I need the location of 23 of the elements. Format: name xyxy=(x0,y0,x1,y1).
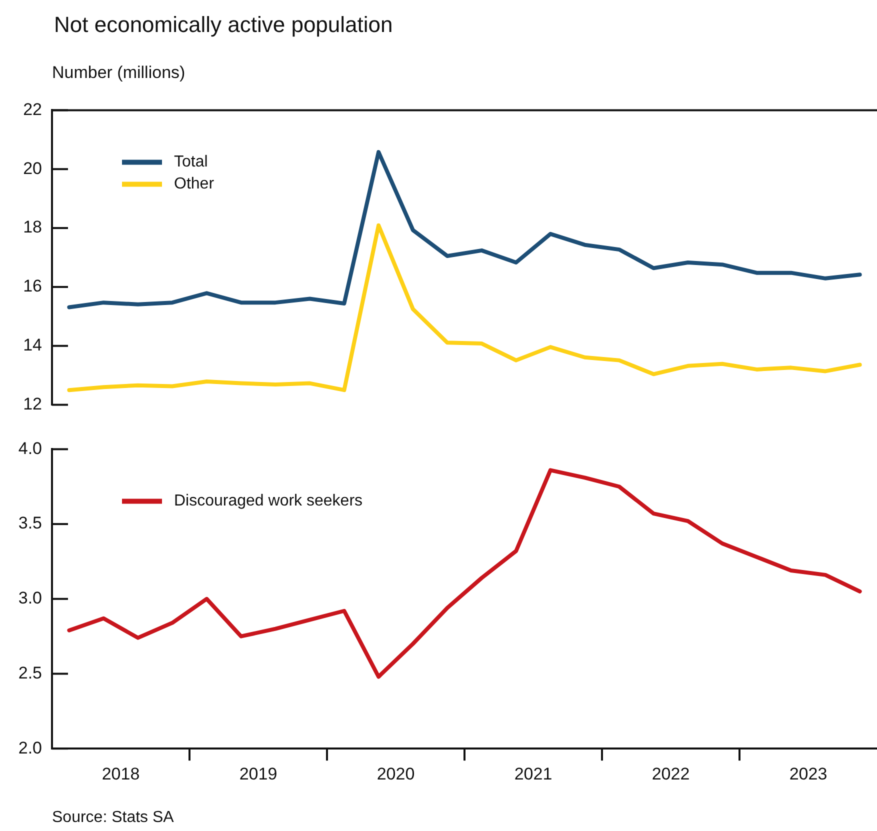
y-tick-label: 2.0 xyxy=(18,738,42,758)
x-tick-label: 2020 xyxy=(376,764,415,784)
y-axis-title: Number (millions) xyxy=(52,63,186,83)
y-tick-label: 18 xyxy=(23,218,42,237)
x-tick-label: 2019 xyxy=(239,764,278,784)
x-tick-label: 2021 xyxy=(514,764,552,784)
legend-label: Other xyxy=(174,176,215,193)
y-tick-label: 4.0 xyxy=(18,438,42,458)
chart-title: Not economically active population xyxy=(54,12,393,38)
x-tick-label: 2023 xyxy=(789,764,828,784)
legend-label: Total xyxy=(174,154,208,171)
source-note: Source: Stats SA xyxy=(52,809,174,827)
y-tick-label: 3.0 xyxy=(18,588,42,608)
y-tick-label: 22 xyxy=(23,100,42,119)
y-tick-label: 3.5 xyxy=(18,514,42,533)
y-tick-label: 16 xyxy=(23,276,42,296)
y-tick-label: 14 xyxy=(23,336,42,355)
legend-label: Discouraged work seekers xyxy=(174,492,363,510)
y-tick-label: 12 xyxy=(23,394,42,414)
y-tick-label: 2.5 xyxy=(18,663,42,682)
x-tick-label: 2018 xyxy=(102,764,140,784)
x-tick-label: 2022 xyxy=(652,764,690,784)
y-tick-label: 20 xyxy=(23,158,42,178)
